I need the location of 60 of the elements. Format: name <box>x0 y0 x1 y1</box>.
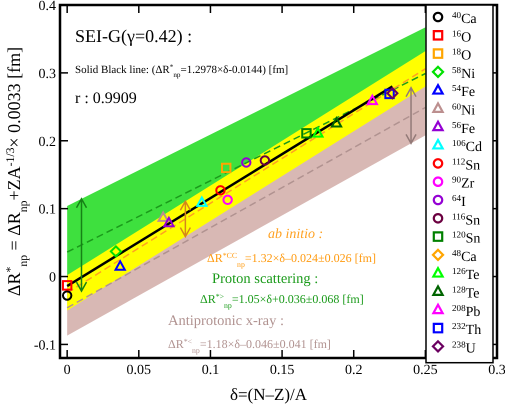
y-tick-label: 0.4 <box>38 0 56 14</box>
point <box>110 245 122 258</box>
annotation: ΔR$^{*>}$$_{np}$=1.05×δ+0.036±0.068 [fm] <box>200 292 364 310</box>
annotation: SEI-G(γ=0.42) : <box>75 26 192 46</box>
point <box>222 194 233 206</box>
legend-label: $^{116}$Sn <box>452 211 480 228</box>
point <box>301 128 312 138</box>
legend-label: $^{128}$Te <box>452 284 480 302</box>
point <box>260 155 270 166</box>
y-tick-label: -0.1 <box>34 338 56 354</box>
point <box>163 216 175 228</box>
point <box>196 196 208 207</box>
point <box>62 280 72 291</box>
y-tick-label: 0.3 <box>38 66 56 82</box>
annotation: ab initio : <box>268 227 324 242</box>
legend-label: $^{120}$Sn <box>452 230 480 247</box>
annotation: Proton scattering : <box>212 271 318 287</box>
y-tick-label: 0.2 <box>38 134 56 150</box>
point <box>366 94 378 106</box>
y-tick-label: 0.1 <box>38 202 56 218</box>
y-tick-label: 0 <box>49 270 56 286</box>
point <box>312 127 324 138</box>
point <box>241 157 252 168</box>
annotation: Antiprotonic x-ray : <box>168 313 284 329</box>
x-tick-label: 0 <box>64 363 71 378</box>
point <box>330 117 342 128</box>
legend-label: $^{106}$Cd <box>452 138 482 156</box>
x-tick-label: 0.05 <box>126 363 152 378</box>
x-axis-title: δ=(N–Z)/A <box>230 385 308 404</box>
legend-label: $^{40}$Ca <box>452 10 478 27</box>
x-tick-label: 0.25 <box>413 363 438 378</box>
point <box>114 260 126 271</box>
point <box>62 290 72 301</box>
legend-label: $^{112}$Sn <box>452 156 480 174</box>
legend-label: $^{16}$O <box>452 28 472 46</box>
legend-label: $^{58}$Ni <box>452 64 476 82</box>
annotation: Solid Black line: (ΔR$^{*}$$_{np}$=1.2978×δ-0.0144) [fm] <box>75 63 288 79</box>
point <box>384 88 395 100</box>
legend-label: $^{232}$Th <box>452 321 482 338</box>
legend-label: $^{90}$Zr <box>452 174 475 192</box>
x-tick-label: 0.3 <box>488 363 505 378</box>
legend-label: $^{56}$Fe <box>452 120 476 137</box>
legend-label: $^{18}$O <box>452 46 472 64</box>
legend-label: $^{48}$Ca <box>452 248 478 265</box>
point <box>386 87 398 100</box>
point <box>158 211 169 222</box>
legend-label: $^{60}$Ni <box>452 102 476 118</box>
point <box>215 185 226 196</box>
annotation: r : 0.9909 <box>75 90 137 107</box>
annotation: ΔR$^{*CC}$$_{np}$=1.32×δ–0.024±0.026 [fm] <box>207 250 376 268</box>
legend-label: $^{126}$Te <box>452 266 480 284</box>
x-tick-label: 0.15 <box>270 363 294 378</box>
annotation: ΔR$^{*<}$$_{np}$=1.18×δ–0.046±0.041 [fm] <box>168 336 331 354</box>
legend-label: $^{54}$Fe <box>452 83 476 100</box>
legend-label: $^{238}$U <box>452 339 476 356</box>
x-tick-label: 0.2 <box>344 363 362 378</box>
legend-label: $^{208}$Pb <box>452 302 480 320</box>
legend-label: $^{64}$I <box>452 193 466 210</box>
point <box>221 162 232 174</box>
x-tick-label: 0.1 <box>202 363 220 378</box>
